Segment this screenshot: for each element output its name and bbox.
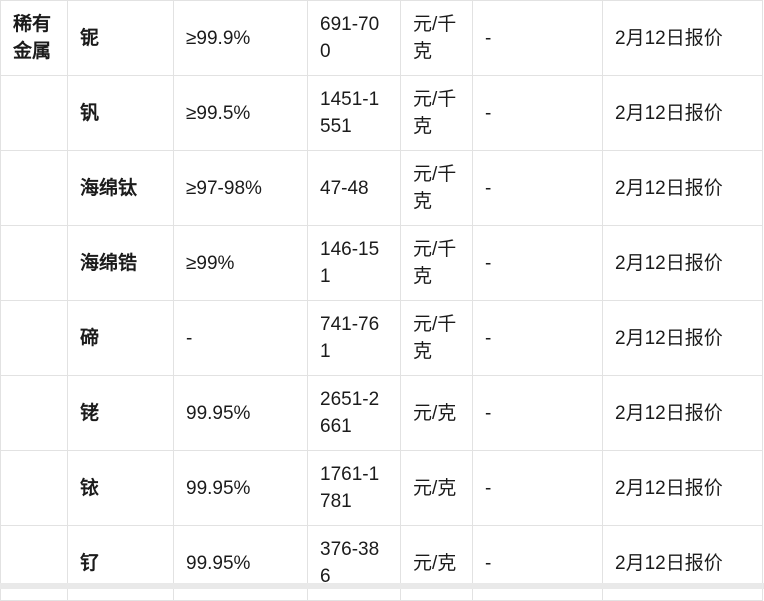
table-row: 钌 99.95% 376-386 元/克 - 2月12日报价 — [0, 525, 763, 601]
metal-name-cell: 钒 — [67, 75, 174, 151]
page-background-strip — [0, 583, 764, 589]
change-cell: - — [472, 75, 603, 151]
purity-cell: ≥99.5% — [173, 75, 308, 151]
table-row: 海绵钛 ≥97-98% 47-48 元/千克 - 2月12日报价 — [0, 150, 763, 226]
change-cell: - — [472, 150, 603, 226]
change-cell: - — [472, 450, 603, 526]
change-cell: - — [472, 225, 603, 301]
category-cell — [0, 225, 68, 301]
category-cell — [0, 375, 68, 451]
purity-cell: 99.95% — [173, 375, 308, 451]
unit-cell: 元/千克 — [400, 0, 473, 76]
purity-cell: 99.95% — [173, 525, 308, 601]
category-cell: 稀有金属 — [0, 0, 68, 76]
metal-name-cell: 铱 — [67, 450, 174, 526]
purity-cell: 99.95% — [173, 450, 308, 526]
price-cell: 1761-1781 — [307, 450, 401, 526]
metal-name-cell: 碲 — [67, 300, 174, 376]
quote-date-cell: 2月12日报价 — [602, 75, 763, 151]
price-cell: 376-386 — [307, 525, 401, 601]
category-cell — [0, 525, 68, 601]
table-row: 铑 99.95% 2651-2661 元/克 - 2月12日报价 — [0, 375, 763, 451]
table-row: 稀有金属 铌 ≥99.9% 691-700 元/千克 - 2月12日报价 — [0, 0, 763, 76]
quote-date-cell: 2月12日报价 — [602, 225, 763, 301]
quote-date-cell: 2月12日报价 — [602, 450, 763, 526]
unit-cell: 元/千克 — [400, 300, 473, 376]
quote-date-cell: 2月12日报价 — [602, 375, 763, 451]
metal-name-cell: 铑 — [67, 375, 174, 451]
change-cell: - — [472, 525, 603, 601]
metal-name-cell: 海绵钛 — [67, 150, 174, 226]
quote-date-cell: 2月12日报价 — [602, 300, 763, 376]
unit-cell: 元/千克 — [400, 150, 473, 226]
metal-name-cell: 海绵锆 — [67, 225, 174, 301]
unit-cell: 元/克 — [400, 525, 473, 601]
unit-cell: 元/千克 — [400, 75, 473, 151]
table-row: 铱 99.95% 1761-1781 元/克 - 2月12日报价 — [0, 450, 763, 526]
change-cell: - — [472, 0, 603, 76]
price-cell: 1451-1551 — [307, 75, 401, 151]
purity-cell: ≥99% — [173, 225, 308, 301]
metal-name-cell: 钌 — [67, 525, 174, 601]
change-cell: - — [472, 375, 603, 451]
category-cell — [0, 150, 68, 226]
category-cell — [0, 450, 68, 526]
purity-cell: - — [173, 300, 308, 376]
price-cell: 146-151 — [307, 225, 401, 301]
table-row: 海绵锆 ≥99% 146-151 元/千克 - 2月12日报价 — [0, 225, 763, 301]
unit-cell: 元/克 — [400, 375, 473, 451]
table-row: 钒 ≥99.5% 1451-1551 元/千克 - 2月12日报价 — [0, 75, 763, 151]
price-cell: 47-48 — [307, 150, 401, 226]
category-cell — [0, 300, 68, 376]
change-cell: - — [472, 300, 603, 376]
price-cell: 741-761 — [307, 300, 401, 376]
price-cell: 2651-2661 — [307, 375, 401, 451]
quote-date-cell: 2月12日报价 — [602, 150, 763, 226]
metal-name-cell: 铌 — [67, 0, 174, 76]
unit-cell: 元/克 — [400, 450, 473, 526]
category-cell — [0, 75, 68, 151]
price-cell: 691-700 — [307, 0, 401, 76]
quote-date-cell: 2月12日报价 — [602, 525, 763, 601]
unit-cell: 元/千克 — [400, 225, 473, 301]
quote-date-cell: 2月12日报价 — [602, 0, 763, 76]
purity-cell: ≥97-98% — [173, 150, 308, 226]
table-row: 碲 - 741-761 元/千克 - 2月12日报价 — [0, 300, 763, 376]
purity-cell: ≥99.9% — [173, 0, 308, 76]
